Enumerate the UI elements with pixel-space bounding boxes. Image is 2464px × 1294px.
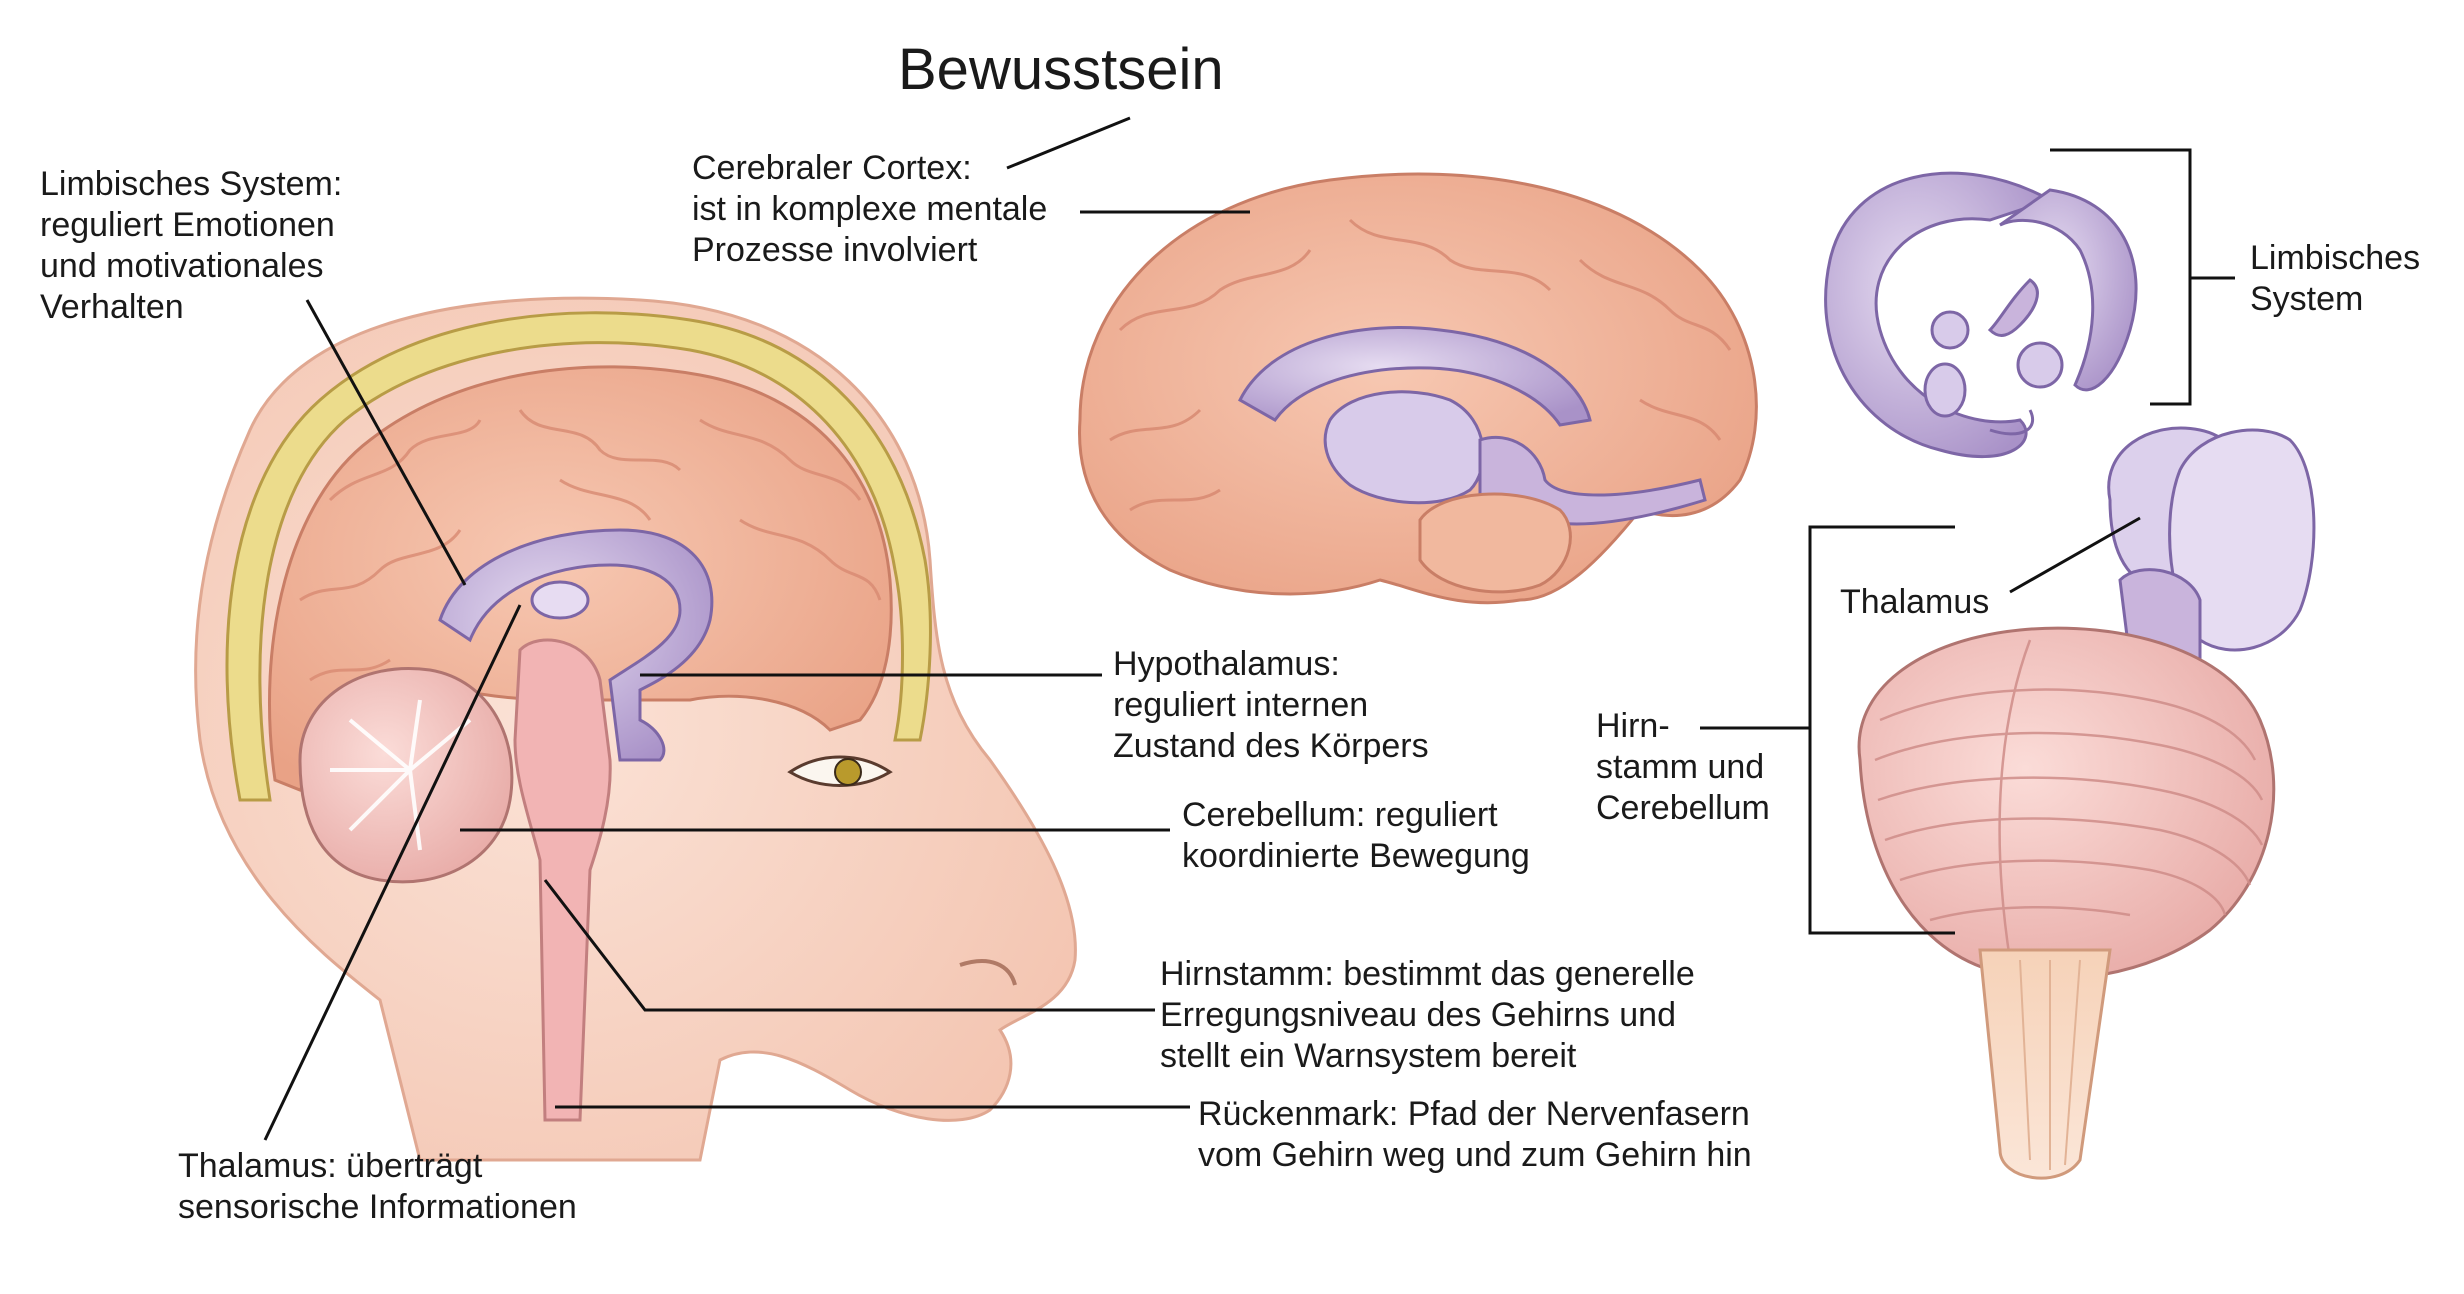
label-limbic-system: Limbisches System: reguliert Emotionen u… xyxy=(40,164,342,328)
brainstem-leader xyxy=(543,879,1155,1012)
skull xyxy=(225,311,932,802)
label-cerebellum-head: Cerebellum: xyxy=(1182,796,1366,834)
label-brainstem-head: Hirnstamm: xyxy=(1160,955,1334,993)
limbic-tail xyxy=(1989,409,2034,436)
label-limbic-right: Limbisches System xyxy=(2250,238,2420,320)
label-cerebral-cortex: Cerebraler Cortex: ist in komplexe menta… xyxy=(692,148,1047,271)
label-hypothalamus-line1: reguliert internen xyxy=(1113,686,1369,724)
label-brainstem-right: Hirn- stamm und Cerebellum xyxy=(1596,706,1770,829)
label-brainstem-right-line3: Cerebellum xyxy=(1596,789,1770,827)
brain-medial-illustration xyxy=(1078,172,1758,605)
spinal-stem-3d-lines xyxy=(2019,959,2081,1170)
leader-lines xyxy=(263,116,2235,1141)
label-hypothalamus-line2: Zustand des Körpers xyxy=(1113,727,1429,765)
brainstem-head xyxy=(513,638,612,1122)
nostril xyxy=(959,959,1017,986)
label-limbic-right-line2: System xyxy=(2250,280,2364,318)
temporal-lobe-medial xyxy=(1418,492,1572,594)
label-limbic-right-line1: Limbisches xyxy=(2250,239,2421,277)
limbic-nucleus-1 xyxy=(1930,310,1970,350)
brain-medial-folds xyxy=(1109,218,1732,512)
limbic-nucleus-2 xyxy=(2016,341,2064,389)
thalamus-leader xyxy=(263,604,522,1141)
label-cerebellum-line1: koordinierte Bewegung xyxy=(1182,837,1530,875)
label-cortex-head: Cerebraler Cortex: xyxy=(692,149,972,187)
brainstem-cerebellum-illustration xyxy=(1857,426,2316,1180)
limbic-structure-head xyxy=(438,528,714,762)
label-thalamus-head: Thalamus: xyxy=(178,1147,337,1185)
thalamus-head xyxy=(530,580,590,620)
title-leader xyxy=(1006,116,1131,170)
cerebrum-folds xyxy=(299,409,882,682)
label-brainstem-right-line1: Hirn- xyxy=(1596,707,1670,745)
limbic-ring-inner xyxy=(1999,188,2138,392)
label-hypothalamus-head: Hypothalamus: xyxy=(1113,645,1340,683)
label-thalamus: Thalamus: überträgt sensorische Informat… xyxy=(178,1146,577,1228)
limbic-ring-outer xyxy=(1824,171,2054,459)
label-spinal-head: Rückenmark: xyxy=(1198,1095,1399,1133)
fornix xyxy=(1987,278,2039,337)
label-cerebellum: Cerebellum: reguliert koordinierte Beweg… xyxy=(1182,795,1530,877)
cerebellum-3d xyxy=(1857,626,2276,981)
diagram-title: Bewusstsein xyxy=(898,37,1224,102)
label-brainstem-line2: stellt ein Warnsystem bereit xyxy=(1160,1037,1577,1075)
label-limbic-line1: reguliert Emotionen xyxy=(40,206,335,244)
thalamus-right-leader xyxy=(2009,516,2141,594)
limbic-leader xyxy=(305,299,467,586)
label-cerebellum-rest: reguliert xyxy=(1365,796,1498,834)
label-thalamus-line1: sensorische Informationen xyxy=(178,1188,577,1226)
label-spinal-line1: vom Gehirn weg und zum Gehirn hin xyxy=(1198,1136,1752,1174)
brain-medial-outline xyxy=(1078,172,1758,605)
label-brainstem-rest: bestimmt das generelle xyxy=(1333,955,1695,993)
label-cortex-line2: Prozesse involviert xyxy=(692,231,978,269)
eye-icon xyxy=(787,755,893,787)
spinal-stem-3d xyxy=(1978,948,2112,1180)
label-thalamus-rest: überträgt xyxy=(336,1147,483,1185)
label-limbic-head: Limbisches System: xyxy=(40,165,343,203)
label-limbic-line3: Verhalten xyxy=(40,288,184,326)
label-spinal-cord: Rückenmark: Pfad der Nervenfasern vom Ge… xyxy=(1198,1094,1752,1176)
thalamus-medial xyxy=(1323,390,1485,505)
label-thalamus-right: Thalamus xyxy=(1840,583,1990,621)
label-hypothalamus: Hypothalamus: reguliert internen Zustand… xyxy=(1113,644,1429,767)
label-spinal-rest: Pfad der Nervenfasern xyxy=(1398,1095,1750,1133)
cerebellum-3d-folds xyxy=(1874,639,2264,961)
label-brainstem: Hirnstamm: bestimmt das generelle Erregu… xyxy=(1160,954,1695,1077)
label-cortex-line1: ist in komplexe mentale xyxy=(692,190,1048,228)
brainstem-bracket xyxy=(1808,525,1955,935)
label-brainstem-right-line2: stamm und xyxy=(1596,748,1765,786)
limbic-medial xyxy=(1238,326,1592,427)
label-limbic-line2: und motivationales xyxy=(40,247,324,285)
label-brainstem-line1: Erregungsniveau des Gehirns und xyxy=(1160,996,1676,1034)
head-illustration xyxy=(194,296,1077,1162)
limbic-nucleus-3 xyxy=(1923,362,1967,418)
limbic-system-illustration xyxy=(1824,171,2138,459)
